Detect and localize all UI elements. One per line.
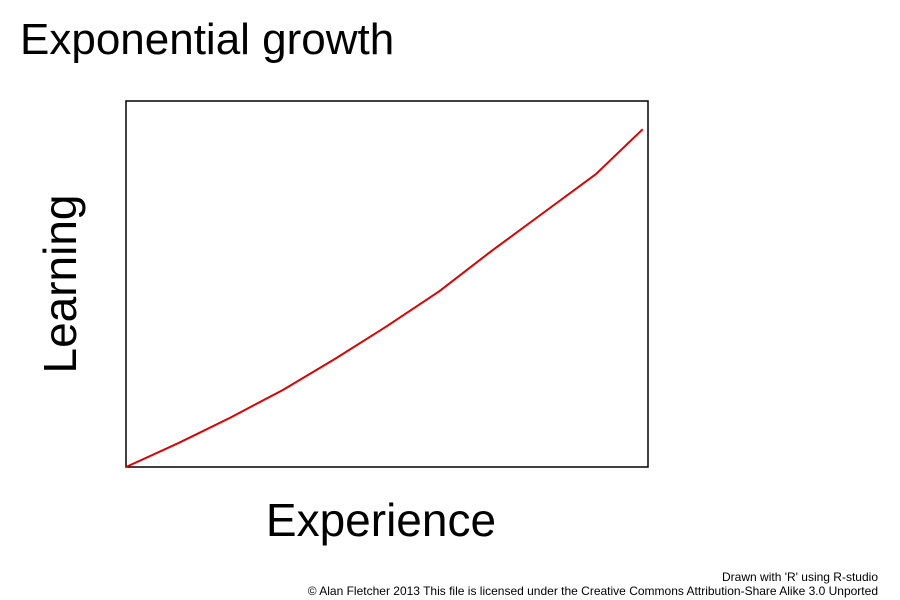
plot-frame xyxy=(125,100,649,468)
chart-title: Exponential growth xyxy=(20,15,394,64)
footnote: © Alan Fletcher 2013 This file is licens… xyxy=(308,584,878,598)
data-line xyxy=(125,128,644,468)
footnote: Drawn with 'R' using R-studio xyxy=(722,570,878,584)
x-axis-label: Experience xyxy=(266,494,496,546)
y-axis-label: Learning xyxy=(34,194,86,373)
